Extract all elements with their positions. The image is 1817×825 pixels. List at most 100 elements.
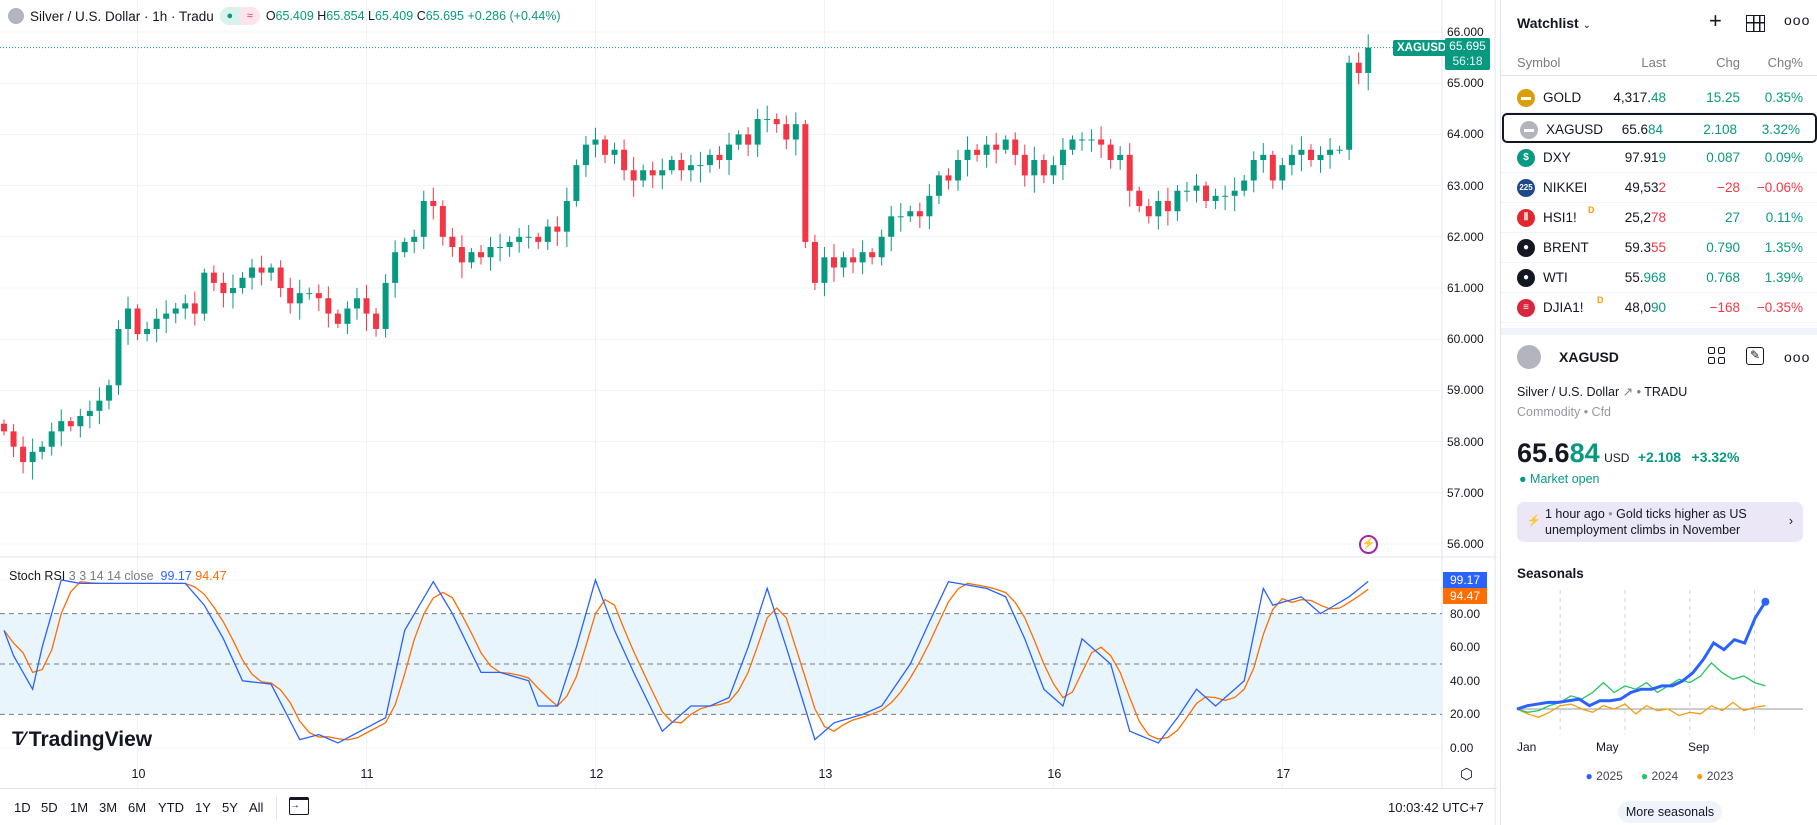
col-symbol[interactable]: Symbol bbox=[1517, 55, 1561, 70]
watchlist-row-brent[interactable]: ● BRENT 59.355 0.790 1.35% bbox=[1501, 233, 1817, 263]
candle bbox=[687, 165, 694, 171]
price-tick: 64.000 bbox=[1447, 127, 1484, 142]
stoch-k-line bbox=[3, 577, 1369, 744]
watchlist-row-gold[interactable]: ▬ GOLD 4,317.48 15.25 0.35% bbox=[1501, 83, 1817, 113]
seasonals-chart[interactable]: Jan May Sep bbox=[1501, 585, 1817, 760]
range-button-ytd[interactable]: YTD bbox=[158, 800, 184, 815]
candle bbox=[630, 170, 637, 181]
candle bbox=[1069, 139, 1076, 150]
right-sidebar: Watchlist ⌄ + ooo Symbol Last Chg Chg% ▬… bbox=[1500, 0, 1817, 825]
candle bbox=[277, 267, 284, 288]
candle bbox=[1164, 200, 1171, 212]
seasonal-line-2024 bbox=[1516, 661, 1766, 713]
clock[interactable]: 10:03:42 UTC+7 bbox=[1388, 800, 1484, 815]
watchlist-row-nikkei[interactable]: 225 NIKKEI 49,532 −28 −0.06% bbox=[1501, 173, 1817, 203]
candle bbox=[105, 385, 112, 401]
candle bbox=[544, 226, 551, 242]
chart-title[interactable]: Silver / U.S. Dollar · 1h · Tradu bbox=[30, 8, 214, 24]
indicator-legend[interactable]: Stoch RSI 3 3 14 14 close 99.17 94.47 bbox=[9, 569, 227, 583]
candle bbox=[697, 165, 704, 167]
candle bbox=[1222, 195, 1229, 197]
candle bbox=[830, 257, 837, 268]
range-button-6m[interactable]: 6M bbox=[128, 800, 147, 815]
candle bbox=[840, 257, 847, 268]
candle bbox=[1260, 154, 1267, 160]
row-chg: 2.108 bbox=[1703, 122, 1737, 137]
legend-2025[interactable]: ● 2025 bbox=[1585, 769, 1623, 783]
seasonal-x-label: Jan bbox=[1517, 740, 1536, 754]
range-button-1d[interactable]: 1D bbox=[14, 800, 31, 815]
seasonal-x-label: Sep bbox=[1688, 740, 1710, 754]
range-button-3m[interactable]: 3M bbox=[99, 800, 118, 815]
watchlist-title[interactable]: Watchlist ⌄ bbox=[1517, 15, 1591, 31]
watchlist-row-hsi1[interactable]: Ⅱ HSI1! D 25,278 27 0.11% bbox=[1501, 203, 1817, 233]
price-tick: 62.000 bbox=[1447, 229, 1484, 244]
watchlist-row-xagusd[interactable]: ▬ XAGUSD 65.684 2.108 3.32% bbox=[1502, 113, 1817, 143]
candle bbox=[1336, 149, 1343, 151]
candle bbox=[802, 124, 809, 242]
candle bbox=[621, 149, 628, 171]
candle bbox=[554, 226, 561, 232]
candle bbox=[1050, 165, 1057, 176]
candle bbox=[439, 206, 446, 237]
detail-symbol[interactable]: XAGUSD bbox=[1559, 349, 1619, 365]
candle bbox=[144, 328, 151, 335]
candle bbox=[1250, 160, 1257, 181]
legend-2023[interactable]: ● 2023 bbox=[1696, 769, 1734, 783]
candle bbox=[401, 241, 408, 253]
ohlc-values: O65.409 H65.854 L65.409 C65.695 +0.286 (… bbox=[265, 9, 561, 23]
col-last[interactable]: Last bbox=[1641, 55, 1666, 70]
edit-icon[interactable]: ✎ bbox=[1746, 347, 1764, 365]
col-chg[interactable]: Chg bbox=[1716, 55, 1740, 70]
watchlist-row-wti[interactable]: ● WTI 55.968 0.768 1.39% bbox=[1501, 263, 1817, 293]
lightning-icon[interactable]: ⚡ bbox=[1359, 535, 1378, 554]
candle bbox=[468, 252, 475, 263]
seasonal-line-2025 bbox=[1516, 600, 1767, 711]
candle bbox=[306, 293, 313, 295]
seasonals-legend: ● 2025 ● 2024 ● 2023 bbox=[1501, 769, 1817, 783]
range-button-5d[interactable]: 5D bbox=[41, 800, 58, 815]
row-symbol: XAGUSD bbox=[1546, 122, 1604, 137]
row-symbol: BRENT bbox=[1543, 240, 1589, 255]
news-banner[interactable]: ⚡ 1 hour ago • Gold ticks higher as US u… bbox=[1517, 502, 1803, 542]
candle bbox=[974, 149, 981, 155]
range-button-all[interactable]: All bbox=[249, 800, 264, 815]
price-chart[interactable] bbox=[0, 0, 1497, 825]
range-button-1m[interactable]: 1M bbox=[70, 800, 89, 815]
candle bbox=[859, 252, 866, 263]
more-seasonals-button[interactable]: More seasonals bbox=[1618, 801, 1722, 823]
chart-legend: Silver / U.S. Dollar · 1h · Tradu ● ≈ O65… bbox=[8, 7, 561, 25]
range-button-1y[interactable]: 1Y bbox=[195, 800, 211, 815]
watchlist-row-djia1[interactable]: ≡ DJIA1! D 48,090 −168 −0.35% bbox=[1501, 293, 1817, 323]
advanced-view-icon[interactable] bbox=[1746, 15, 1765, 32]
legend-2024[interactable]: ● 2024 bbox=[1640, 769, 1679, 783]
tradingview-logo[interactable]: T⁄ TradingView bbox=[12, 728, 153, 751]
gold-icon: ▬ bbox=[1517, 89, 1535, 107]
row-chg: 0.087 bbox=[1706, 150, 1740, 165]
symbol-logo bbox=[1517, 345, 1541, 369]
col-chg-pct[interactable]: Chg% bbox=[1767, 55, 1803, 70]
external-link-icon[interactable]: ↗ bbox=[1622, 385, 1634, 399]
row-chg: 0.790 bbox=[1706, 240, 1740, 255]
stoch-d-label: 94.47 bbox=[1443, 588, 1487, 604]
add-symbol-icon[interactable]: + bbox=[1709, 8, 1722, 33]
go-to-date-icon[interactable]: → bbox=[289, 797, 309, 815]
candle bbox=[249, 267, 256, 278]
range-button-5y[interactable]: 5Y bbox=[222, 800, 238, 815]
candle bbox=[592, 139, 599, 145]
time-tick: 10 bbox=[131, 767, 146, 781]
candle bbox=[1174, 190, 1181, 212]
detail-more-icon[interactable]: ooo bbox=[1784, 349, 1811, 365]
toolbar-divider bbox=[0, 788, 1497, 789]
time-tick: 13 bbox=[818, 767, 833, 781]
candle bbox=[926, 195, 933, 217]
more-options-icon[interactable]: ooo bbox=[1784, 12, 1811, 28]
row-chg-pct: 0.11% bbox=[1765, 210, 1803, 225]
market-status-pill[interactable]: ● ≈ bbox=[219, 7, 260, 25]
candle bbox=[1145, 206, 1152, 217]
candle bbox=[430, 200, 437, 207]
watchlist-row-dxy[interactable]: $ DXY 97.919 0.087 0.09% bbox=[1501, 143, 1817, 173]
layout-icon[interactable] bbox=[1708, 347, 1726, 365]
axis-settings-icon[interactable]: ⬡ bbox=[1460, 766, 1474, 783]
seasonals-title: Seasonals bbox=[1517, 566, 1584, 581]
